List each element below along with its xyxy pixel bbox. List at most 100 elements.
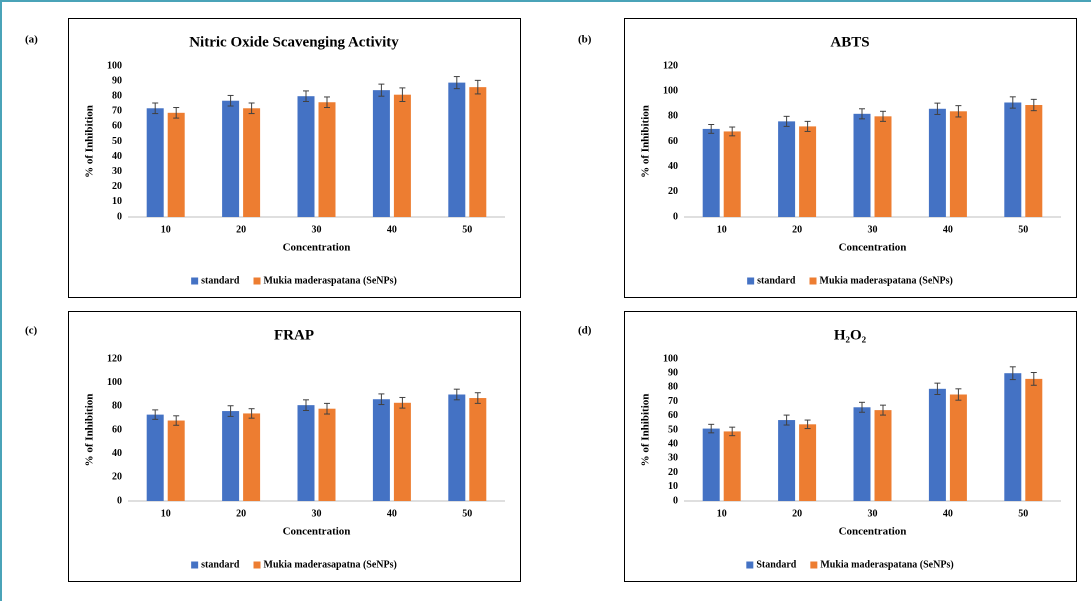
y-tick-label: 20 xyxy=(112,472,122,483)
x-tick-label: 40 xyxy=(387,224,397,235)
error-bar xyxy=(729,426,736,437)
y-tick-label: 80 xyxy=(668,382,678,393)
bar xyxy=(243,108,261,217)
error-bar xyxy=(173,415,180,426)
x-tick-label: 30 xyxy=(312,224,322,235)
legend-label: Standard xyxy=(756,559,796,570)
x-tick-label: 30 xyxy=(868,508,878,519)
legend-swatch xyxy=(809,277,817,285)
legend-swatch xyxy=(746,561,754,569)
y-tick-label: 90 xyxy=(668,367,678,378)
error-bar xyxy=(173,107,180,119)
bar xyxy=(167,112,185,217)
legend-label: Mukia maderaspatana (SeNPs) xyxy=(820,559,953,570)
y-tick-label: 70 xyxy=(112,106,122,117)
chart-title: ABTS xyxy=(830,34,869,50)
bar xyxy=(928,388,946,501)
y-tick-label: 100 xyxy=(663,85,678,96)
error-bar xyxy=(804,419,811,430)
error-bar xyxy=(859,401,865,413)
y-tick-label: 60 xyxy=(668,410,678,421)
error-bar xyxy=(152,409,159,420)
bar xyxy=(949,111,967,217)
x-tick-label: 20 xyxy=(792,508,802,519)
chart-panel: ABTS 0 20 40 60 80 100 120 % of Inhibition Concen… xyxy=(624,18,1077,298)
bar xyxy=(318,102,336,217)
x-axis-label: Concentration xyxy=(839,242,907,254)
y-tick-label: 100 xyxy=(107,377,122,388)
error-bar xyxy=(303,399,309,411)
error-bar xyxy=(783,115,790,127)
x-tick-label: 10 xyxy=(161,508,171,519)
x-tick-label: 50 xyxy=(462,508,472,519)
chart-panel: FRAP 0 20 40 60 80 100 120 % of Inhibition Concen… xyxy=(68,311,521,582)
y-tick-label: 40 xyxy=(668,438,678,449)
error-bar xyxy=(708,423,715,434)
legend-swatch xyxy=(191,561,199,569)
error-bar xyxy=(303,90,309,102)
y-tick-label: 20 xyxy=(112,181,122,192)
legend-label: Mukia maderasapatna (SeNPs) xyxy=(264,559,397,570)
y-tick-label: 20 xyxy=(668,186,678,197)
chart-panel: Nitric Oxide Scavenging Activity 0 10 20 30 4… xyxy=(68,18,521,298)
y-axis-label: % of Inhibition xyxy=(640,394,652,467)
y-tick-label: 50 xyxy=(668,424,678,435)
x-tick-label: 50 xyxy=(1018,224,1028,235)
panel-border xyxy=(624,311,1077,582)
error-bar xyxy=(708,124,715,134)
bar xyxy=(723,131,741,217)
bar xyxy=(1025,105,1043,217)
y-tick-label: 30 xyxy=(112,166,122,177)
y-tick-label: 0 xyxy=(673,211,678,222)
error-bar xyxy=(248,102,255,115)
bar xyxy=(778,121,796,217)
bar xyxy=(1004,373,1022,501)
bar xyxy=(448,82,466,217)
y-tick-label: 30 xyxy=(668,453,678,464)
x-tick-label: 20 xyxy=(236,508,246,519)
y-tick-label: 20 xyxy=(668,467,678,478)
error-bar xyxy=(1009,96,1016,109)
legend-label: standard xyxy=(757,275,796,286)
bar xyxy=(1025,378,1043,501)
bar xyxy=(318,408,336,501)
y-tick-label: 10 xyxy=(112,196,122,207)
y-tick-label: 0 xyxy=(117,211,122,222)
bar xyxy=(448,394,466,501)
bar xyxy=(222,100,240,217)
error-bar xyxy=(227,94,234,107)
error-bar xyxy=(399,396,406,409)
y-tick-label: 60 xyxy=(668,136,678,147)
panel-border xyxy=(624,18,1077,298)
legend-label: standard xyxy=(201,559,240,570)
x-tick-label: 30 xyxy=(312,508,322,519)
bar xyxy=(702,428,720,501)
bar xyxy=(853,113,871,217)
error-bar xyxy=(783,414,790,426)
error-bar xyxy=(880,110,886,122)
legend-swatch xyxy=(253,277,261,285)
x-tick-label: 10 xyxy=(717,224,727,235)
legend-label: Mukia maderaspatana (SeNPs) xyxy=(820,275,953,286)
chart-title: H₂O₂ xyxy=(834,327,867,343)
error-bar xyxy=(152,102,159,115)
legend: standard Mukia maderasapatna (SeNPs) xyxy=(191,559,397,570)
legend: Standard Mukia maderaspatana (SeNPs) xyxy=(746,559,954,570)
chart-title: Nitric Oxide Scavenging Activity xyxy=(189,34,399,50)
x-tick-label: 40 xyxy=(943,224,953,235)
y-tick-label: 120 xyxy=(663,60,678,71)
bar xyxy=(297,96,315,217)
panel-label: (b) xyxy=(578,34,592,46)
x-tick-label: 40 xyxy=(387,508,397,519)
y-tick-label: 40 xyxy=(112,151,122,162)
error-bar xyxy=(934,102,941,115)
error-bar xyxy=(227,405,234,417)
y-tick-label: 60 xyxy=(112,424,122,435)
error-bar xyxy=(955,388,962,401)
bar xyxy=(949,394,967,501)
bar xyxy=(393,402,411,501)
y-tick-label: 0 xyxy=(117,495,122,506)
bar xyxy=(928,108,946,217)
legend-swatch xyxy=(810,561,818,569)
